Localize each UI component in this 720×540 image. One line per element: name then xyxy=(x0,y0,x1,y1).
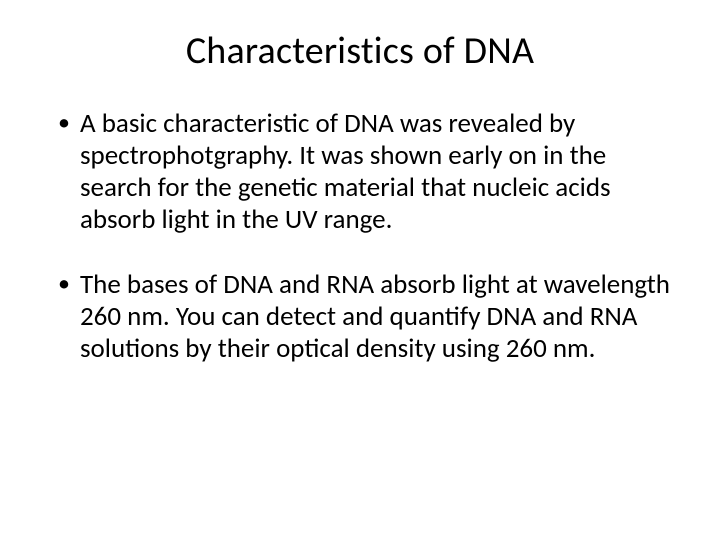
slide: Characteristics of DNA A basic character… xyxy=(0,0,720,540)
bullet-list: A basic characteristic of DNA was reveal… xyxy=(40,108,680,365)
list-item: A basic characteristic of DNA was reveal… xyxy=(58,108,676,235)
slide-title: Characteristics of DNA xyxy=(40,28,680,74)
list-item: The bases of DNA and RNA absorb light at… xyxy=(58,269,676,365)
